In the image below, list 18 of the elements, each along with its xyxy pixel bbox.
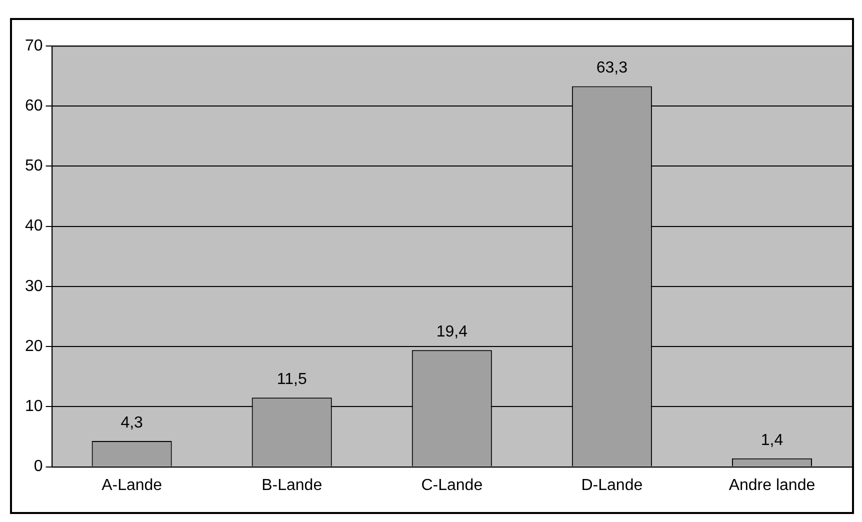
data-label: 63,3 — [596, 60, 628, 77]
y-tick-label: 40 — [25, 218, 43, 235]
y-tick-label: 0 — [34, 458, 43, 476]
y-tick-label: 30 — [25, 278, 43, 295]
x-tick-label: Andre lande — [728, 476, 816, 494]
x-tick-label: C-Lande — [421, 476, 483, 494]
x-tick-label: B-Lande — [262, 476, 322, 494]
data-label: 19,4 — [436, 324, 468, 341]
y-tick-label: 60 — [25, 98, 43, 115]
y-tick-label: 10 — [25, 398, 43, 416]
y-tick-label: 70 — [25, 37, 43, 54]
x-tick-label: D-Lande — [581, 476, 643, 494]
x-tick-label: A-Lande — [102, 476, 162, 494]
data-label: 11,5 — [276, 371, 307, 388]
data-label: 4,3 — [120, 414, 144, 432]
y-tick-label: 20 — [25, 338, 43, 355]
data-label: 1,4 — [760, 432, 784, 449]
y-tick-label: 50 — [25, 158, 43, 175]
